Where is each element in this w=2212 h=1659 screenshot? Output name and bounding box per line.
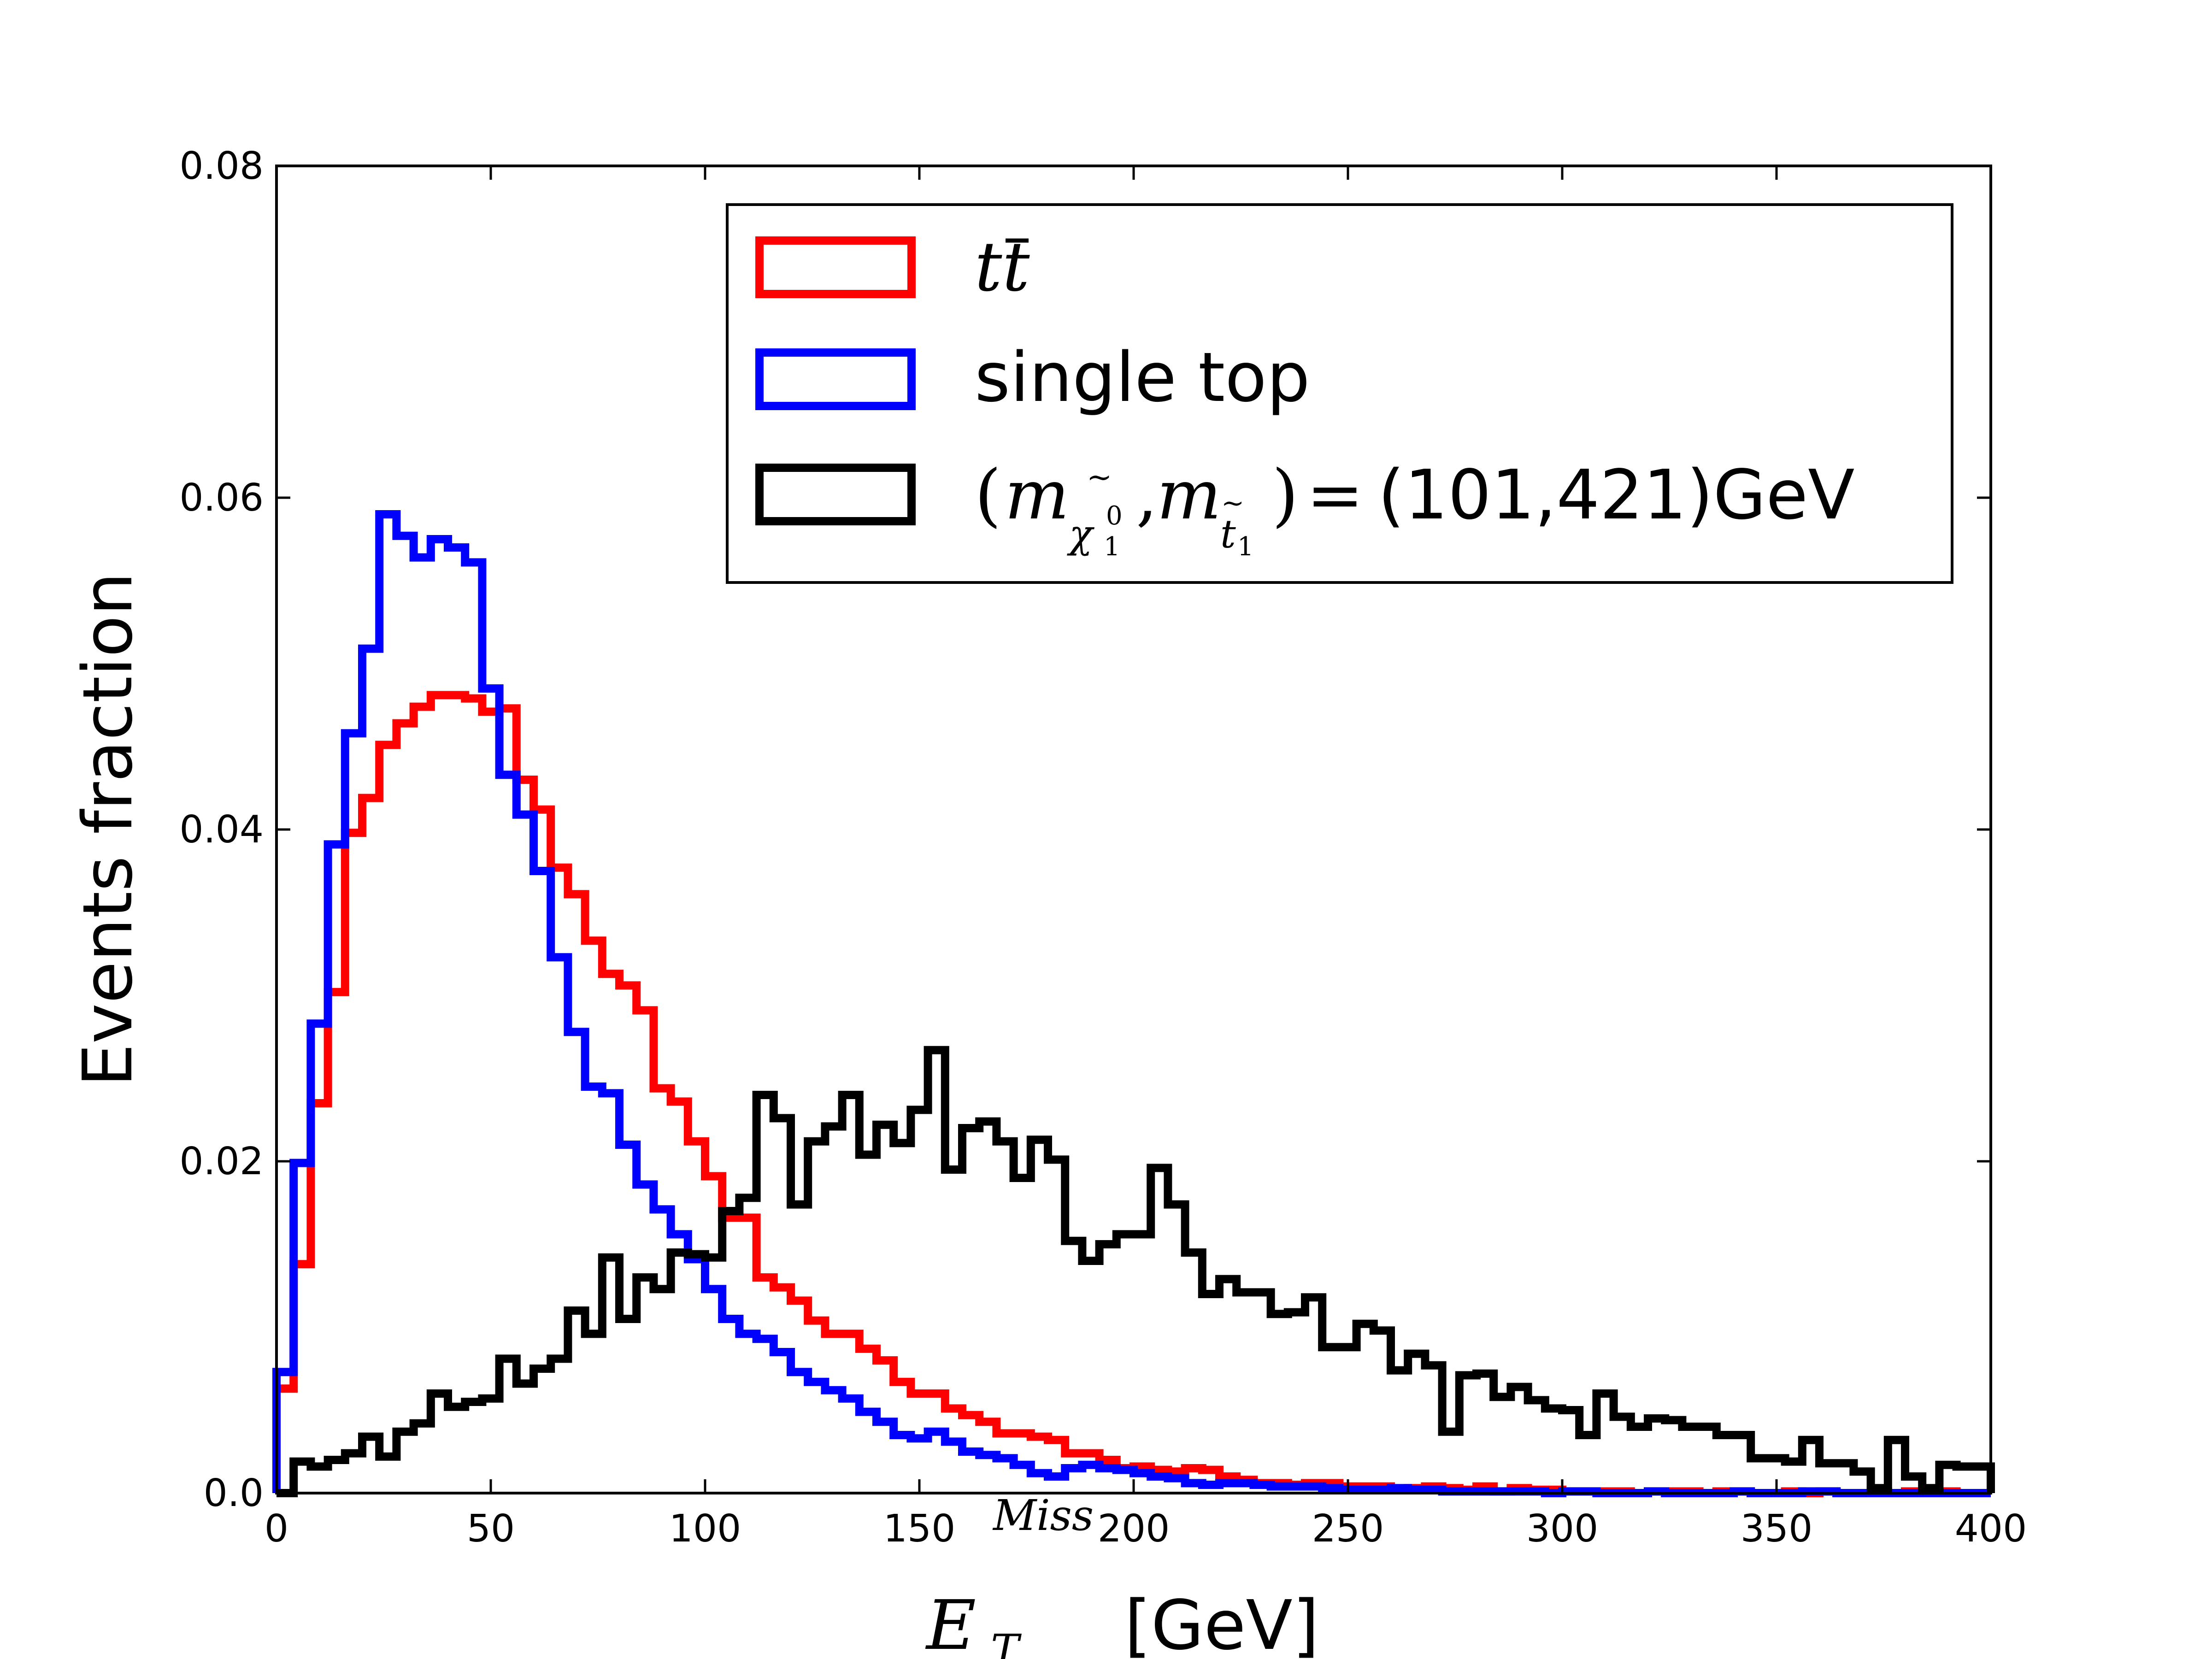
- legend-signal-open-paren: (: [975, 455, 1001, 535]
- legend-signal-values: (101,421)GeV: [1378, 455, 1854, 535]
- x-tick-label: 400: [1955, 1507, 2027, 1551]
- x-tick-label: 200: [1098, 1507, 1170, 1551]
- x-axis-label: E Miss T [GeV]: [925, 1491, 1319, 1659]
- legend-signal-chi-sup: 0: [1106, 501, 1123, 531]
- legend-signal-m1: m: [1005, 455, 1069, 535]
- legend-label-ttbar-t: t: [975, 227, 1002, 306]
- legend-signal-chi: χ: [1067, 512, 1095, 557]
- x-tick-label: 300: [1526, 1507, 1599, 1551]
- y-tick-label: 0.0: [204, 1471, 264, 1515]
- legend-label-single-top: single top: [975, 338, 1310, 417]
- legend-swatch-signal: [755, 464, 916, 525]
- legend-entry-single-top: single top: [755, 338, 1310, 417]
- legend-signal-t-sub: 1: [1237, 532, 1254, 562]
- legend-signal-t: t: [1220, 512, 1236, 557]
- legend-signal-m2: m: [1157, 455, 1221, 535]
- legend-signal-comma: ,: [1136, 455, 1158, 535]
- legend-signal-chi-tilde: ~: [1087, 459, 1112, 495]
- legend-signal-close-paren: ): [1272, 455, 1299, 535]
- x-tick-label: 50: [467, 1507, 515, 1551]
- x-tick-label: 150: [883, 1507, 956, 1551]
- ticks-layer: 0 50 100 150 200 250 300 350 400 0.0 0.02 0.04 0.06 0…: [179, 144, 2027, 1551]
- x-axis-symbol: E: [925, 1586, 976, 1659]
- legend-entry-ttbar: t t: [755, 227, 1030, 306]
- x-tick-label: 0: [265, 1507, 288, 1551]
- x-axis-superscript: Miss: [992, 1491, 1094, 1540]
- legend-entry-signal: ( m χ ~ 0 1 , m t ~ 1 ) = (101,421)GeV: [755, 455, 1854, 562]
- x-axis-subscript: T: [991, 1625, 1022, 1659]
- legend-frame: [726, 203, 1953, 584]
- series-line-m-chi10-m-t1-101-421-gev: [276, 1046, 1995, 1497]
- y-tick-label: 0.02: [179, 1140, 264, 1183]
- x-axis-unit: [GeV]: [1124, 1586, 1319, 1659]
- legend: t t single top ( m χ ~ 0 1 , m t ~ 1 ) =…: [726, 203, 1953, 584]
- x-tick-label: 100: [669, 1507, 741, 1551]
- legend-signal-chi-sub: 1: [1104, 532, 1120, 562]
- y-tick-label: 0.08: [179, 144, 264, 188]
- y-tick-label: 0.06: [179, 476, 264, 520]
- x-tick-label: 250: [1312, 1507, 1384, 1551]
- y-axis-label: Events fraction: [68, 572, 147, 1087]
- y-tick-label: 0.04: [179, 808, 264, 852]
- legend-swatch-ttbar: [755, 236, 916, 298]
- legend-signal-t-tilde: ~: [1221, 487, 1244, 519]
- x-tick-label: 350: [1741, 1507, 1813, 1551]
- legend-signal-equals: =: [1306, 455, 1364, 535]
- legend-swatch-single-top: [755, 348, 916, 410]
